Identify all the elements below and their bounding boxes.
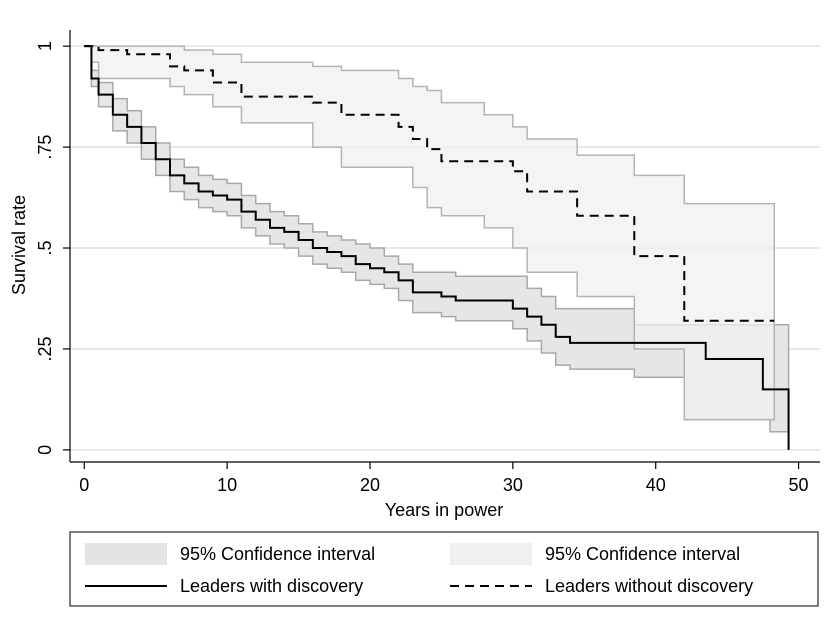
y-axis-label: Survival rate [9, 195, 29, 295]
x-axis-label: Years in power [385, 500, 503, 520]
legend [69, 531, 819, 607]
survival-line [84, 45, 775, 322]
y-tick-label: 0 [35, 445, 55, 455]
x-tick-label: 20 [360, 475, 380, 495]
y-tick-label: 1 [35, 41, 55, 51]
x-tick-label: 0 [79, 475, 89, 495]
y-tick-label: .75 [35, 135, 55, 160]
legend-label: 95% Confidence interval [545, 544, 740, 564]
y-tick-label: .25 [35, 336, 55, 361]
x-tick-label: 50 [789, 475, 809, 495]
survival-line [84, 45, 790, 450]
legend-swatch [450, 543, 532, 565]
y-tick-label: .5 [35, 241, 55, 256]
x-tick-label: 10 [217, 475, 237, 495]
x-tick-label: 30 [503, 475, 523, 495]
legend-label: Leaders without discovery [545, 576, 753, 596]
x-tick-label: 40 [646, 475, 666, 495]
legend-label: 95% Confidence interval [180, 544, 375, 564]
legend-label: Leaders with discovery [180, 576, 363, 596]
confidence-band [84, 45, 776, 421]
legend-swatch [85, 543, 167, 565]
